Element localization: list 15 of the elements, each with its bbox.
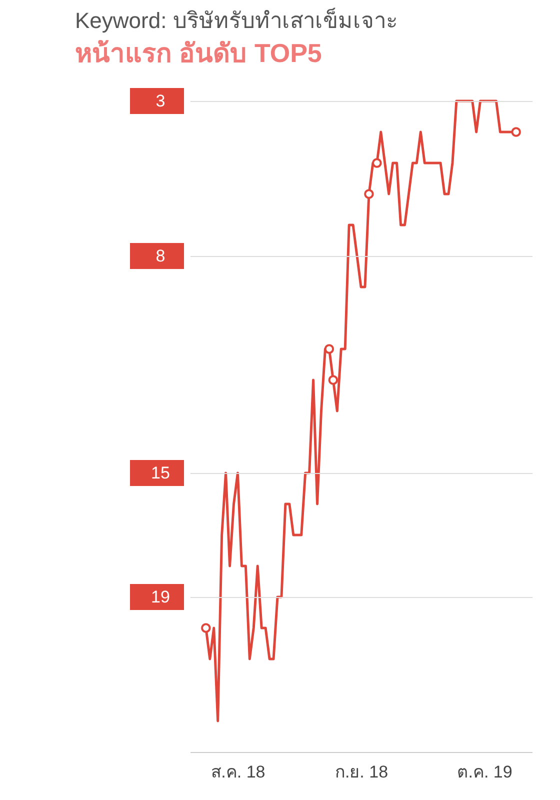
point (364, 189, 374, 199)
x-tick-label: ก.ย. 18 (334, 762, 388, 782)
point (324, 344, 334, 354)
point (511, 127, 521, 137)
chart-subtitle: หน้าแรก อันดับ TOP5 (75, 38, 322, 68)
x-tick-label: ต.ค. 19 (457, 762, 512, 782)
point (328, 375, 338, 385)
point (201, 623, 211, 633)
y-tick-label: 15 (151, 464, 170, 482)
y-tick-label: 3 (156, 92, 166, 110)
chart-title: Keyword: บริษัทรับทำเสาเข็มเจาะ (75, 6, 398, 33)
y-tick-label: 19 (151, 588, 170, 606)
x-tick-label: ส.ค. 18 (211, 762, 266, 782)
y-tick-label: 8 (156, 246, 166, 266)
point (372, 158, 382, 168)
